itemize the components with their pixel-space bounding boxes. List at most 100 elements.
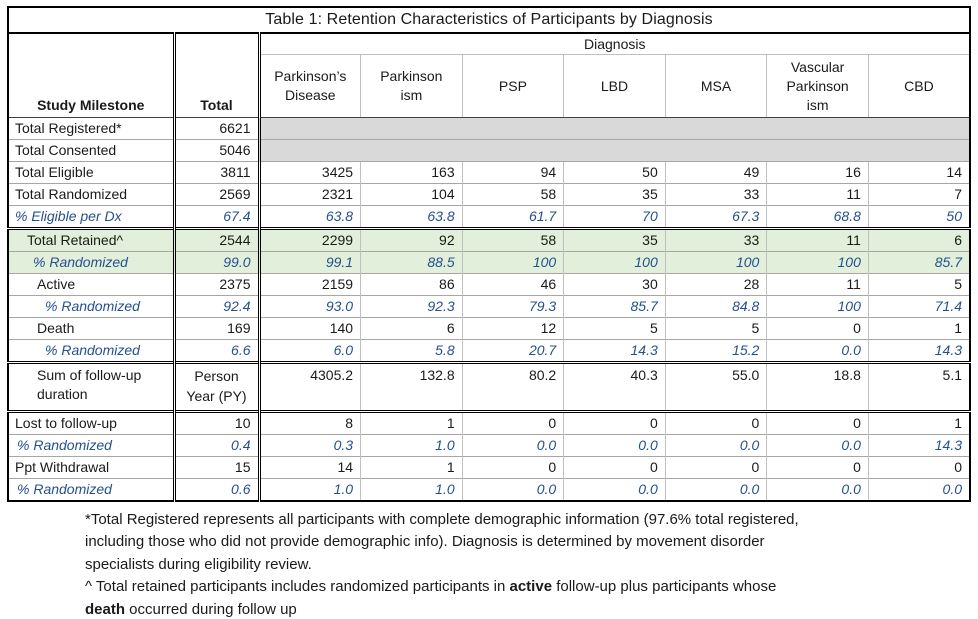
table-row: Lost to follow-up 10 8 1 0 0 0 0 1	[8, 410, 970, 435]
row-label: % Randomized	[8, 251, 174, 274]
footnote-text: *Total Registered represents all partici…	[85, 511, 799, 528]
value-cell: 79.3	[461, 295, 564, 318]
total-cell: 92.4	[172, 295, 261, 318]
value-cell: 100	[664, 251, 767, 274]
value-cell: 20.7	[461, 339, 564, 363]
value-cell: 14.3	[867, 339, 970, 363]
value-cell: 28	[664, 273, 767, 296]
value-cell: 100	[563, 251, 666, 274]
table-title-row: Table 1: Retention Characteristics of Pa…	[8, 7, 970, 34]
row-label: % Randomized	[8, 478, 174, 501]
value-cell: 46	[461, 273, 564, 296]
value-cell: 0.0	[664, 478, 767, 501]
value-cell: 40.3	[563, 361, 666, 412]
column-header-psp: PSP	[461, 54, 564, 118]
table-row: Sum of follow-up duration Person Year (PY…	[8, 361, 970, 412]
footnote-text: including those who did not provide demo…	[85, 533, 765, 551]
value-cell: 2299	[258, 227, 361, 252]
value-cell: 100	[766, 251, 869, 274]
table-row: Total Retained^ 2544 2299 92 58 35 33 11 6	[8, 227, 970, 252]
value-cell: 30	[563, 273, 666, 296]
value-cell: 1.0	[360, 434, 463, 457]
column-header-cbd: CBD	[867, 54, 970, 118]
footnote-text: active	[509, 578, 553, 596]
value-cell: 14	[258, 456, 361, 479]
total-cell: 2544	[172, 227, 261, 252]
total-cell: 67.4	[172, 205, 261, 229]
table-row: % Randomized 99.0 99.1 88.5 100 100 100 100 85.7	[8, 251, 970, 274]
value-cell: 100	[766, 295, 869, 318]
row-label: Active	[8, 273, 174, 296]
value-cell: 80.2	[461, 361, 564, 412]
row-label: Death	[8, 317, 174, 340]
value-cell: 2159	[258, 273, 361, 296]
table-body: Total Registered* 6621 Total Consented 5046…	[8, 117, 970, 501]
value-cell: 6	[867, 227, 970, 252]
value-cell: 0.0	[563, 434, 666, 457]
table-row: Death 169 140 6 12 5 5 0 1	[8, 317, 970, 340]
value-cell: 88.5	[360, 251, 463, 274]
value-cell: 0	[461, 456, 564, 479]
value-cell: 0	[461, 410, 564, 435]
footnote-line: including those who did not provide demo…	[85, 531, 799, 553]
value-cell: 2321	[258, 183, 361, 206]
retention-table: Table 1: Retention Characteristics of Pa…	[7, 6, 971, 502]
value-cell: 0.0	[766, 434, 869, 457]
value-cell: 16	[766, 161, 869, 184]
value-cell: 0.0	[867, 478, 970, 501]
value-cell: 0.0	[766, 478, 869, 501]
footnotes: *Total Registered represents all partici…	[85, 509, 799, 619]
row-label: Sum of follow-up duration	[8, 361, 174, 412]
value-cell: 0	[563, 456, 666, 479]
footnote-line: specialists during eligibility review.	[85, 554, 799, 576]
value-cell: 140	[258, 317, 361, 340]
value-cell: 0.0	[664, 434, 767, 457]
total-cell: 10	[172, 410, 261, 435]
value-cell: 11	[766, 227, 869, 252]
value-cell: 1	[360, 456, 463, 479]
table-row: Total Eligible 3811 3425 163 94 50 49 16 14	[8, 161, 970, 184]
table-row: % Eligible per Dx 67.4 63.8 63.8 61.7 70 67.3 6…	[8, 205, 970, 229]
value-cell: 35	[563, 227, 666, 252]
value-cell: 67.3	[664, 205, 767, 229]
row-label: % Randomized	[8, 295, 174, 318]
value-cell: 8	[258, 410, 361, 435]
value-cell: 68.8	[766, 205, 869, 229]
value-cell: 3425	[258, 161, 361, 184]
footnote-text: specialists during eligibility review.	[85, 555, 312, 573]
value-cell: 84.8	[664, 295, 767, 318]
row-label: % Randomized	[8, 434, 174, 457]
row-label: Total Retained^	[8, 227, 174, 252]
gray-band-cell	[259, 139, 970, 162]
value-cell: 11	[766, 183, 869, 206]
value-cell: 50	[867, 205, 970, 229]
value-cell: 85.7	[867, 251, 970, 274]
column-header-vascular-parkinsonism: Vascular Parkinson ism	[766, 54, 869, 118]
total-cell: 2569	[172, 183, 261, 206]
row-label: Lost to follow-up	[8, 410, 174, 435]
value-cell: 0.0	[766, 339, 869, 363]
value-cell: 12	[461, 317, 564, 340]
value-cell: 55.0	[664, 361, 767, 412]
footnote-line: ^ Total retained participants includes r…	[85, 576, 799, 598]
footnote-text: ^ Total retained participants includes r…	[85, 578, 510, 596]
value-cell: 0.3	[258, 434, 361, 457]
table-row: % Randomized 0.6 1.0 1.0 0.0 0.0 0.0 0.0 0.0	[8, 478, 970, 501]
row-label: Total Registered*	[8, 117, 174, 140]
footnote-line: death occurred during follow up	[85, 599, 799, 619]
column-header-parkinsonism: Parkinson ism	[360, 54, 463, 118]
value-cell: 14.3	[867, 434, 970, 457]
value-cell: 4305.2	[258, 361, 361, 412]
value-cell: 0	[766, 456, 869, 479]
value-cell: 11	[766, 273, 869, 296]
table-row: Total Randomized 2569 2321 104 58 35 33 11 7	[8, 183, 970, 206]
value-cell: 85.7	[563, 295, 666, 318]
table-row: Ppt Withdrawal 15 14 1 0 0 0 0 0	[8, 456, 970, 479]
value-cell: 63.8	[360, 205, 463, 229]
value-cell: 33	[664, 227, 767, 252]
value-cell: 100	[461, 251, 564, 274]
value-cell: 33	[664, 183, 767, 206]
total-cell: 5046	[172, 139, 261, 162]
footnote-text: occurred during follow up	[125, 600, 297, 618]
